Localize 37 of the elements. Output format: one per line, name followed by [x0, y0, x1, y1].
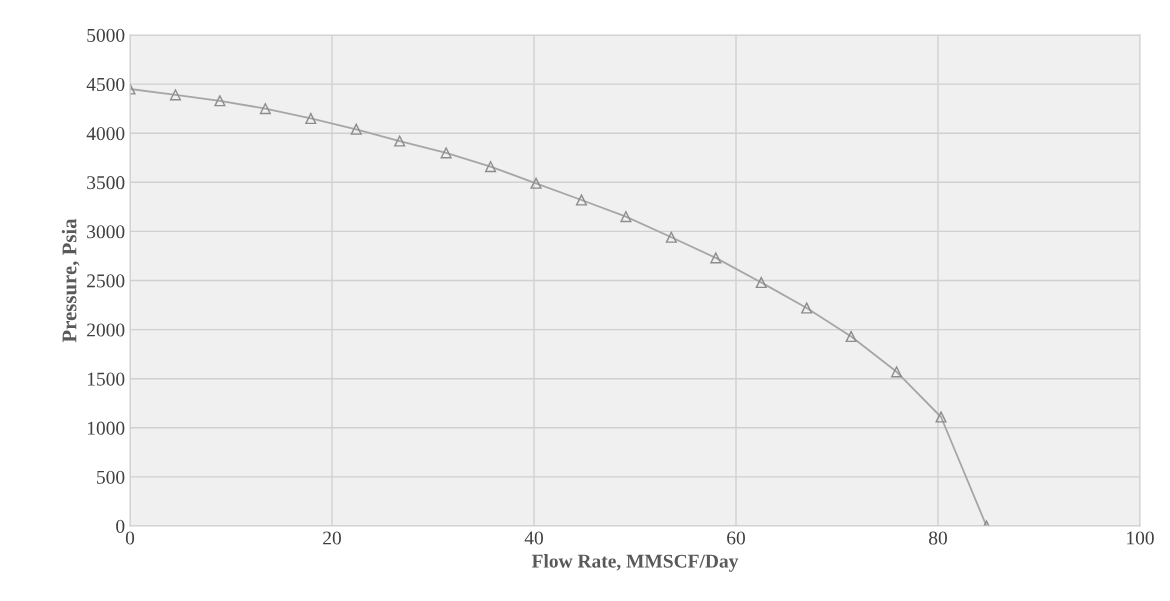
y-tick-label: 1500 — [87, 372, 125, 386]
y-tick-label: 2000 — [87, 323, 125, 337]
y-tick-label: 5000 — [87, 28, 125, 42]
point — [440, 147, 452, 159]
y-axis-title: Pressure, Psia — [61, 218, 80, 343]
point — [530, 177, 542, 189]
point — [485, 161, 497, 173]
y-tick-label: 0 — [116, 519, 125, 533]
x-tick-label: 0 — [125, 531, 135, 545]
point — [305, 112, 317, 125]
x-axis-title: Flow Rate, MMSCF/Day — [531, 554, 739, 572]
y-tick-label: 4500 — [86, 77, 125, 92]
point — [845, 330, 857, 343]
point — [394, 135, 406, 147]
point — [259, 103, 271, 115]
point — [620, 211, 632, 223]
point — [665, 231, 677, 243]
y-tick-label: 4000 — [86, 127, 125, 141]
y-tick-label: 3500 — [87, 176, 125, 190]
point — [801, 302, 813, 314]
point — [755, 276, 767, 289]
y-tick-label: 500 — [97, 470, 125, 484]
point — [169, 89, 182, 101]
x-tick-label: 80 — [929, 531, 947, 545]
point — [350, 123, 362, 135]
point — [891, 366, 903, 378]
point — [935, 411, 947, 423]
point — [710, 252, 722, 264]
x-tick-label: 40 — [524, 531, 543, 545]
point — [575, 194, 588, 206]
x-tick-label: 20 — [323, 531, 341, 545]
point — [214, 95, 226, 107]
y-tick-label: 3000 — [87, 225, 125, 239]
y-tick-label: 2500 — [87, 274, 125, 288]
x-tick-label: 100 — [1127, 531, 1154, 545]
x-tick-label: 60 — [727, 531, 745, 545]
y-tick-label: 1000 — [87, 421, 125, 435]
